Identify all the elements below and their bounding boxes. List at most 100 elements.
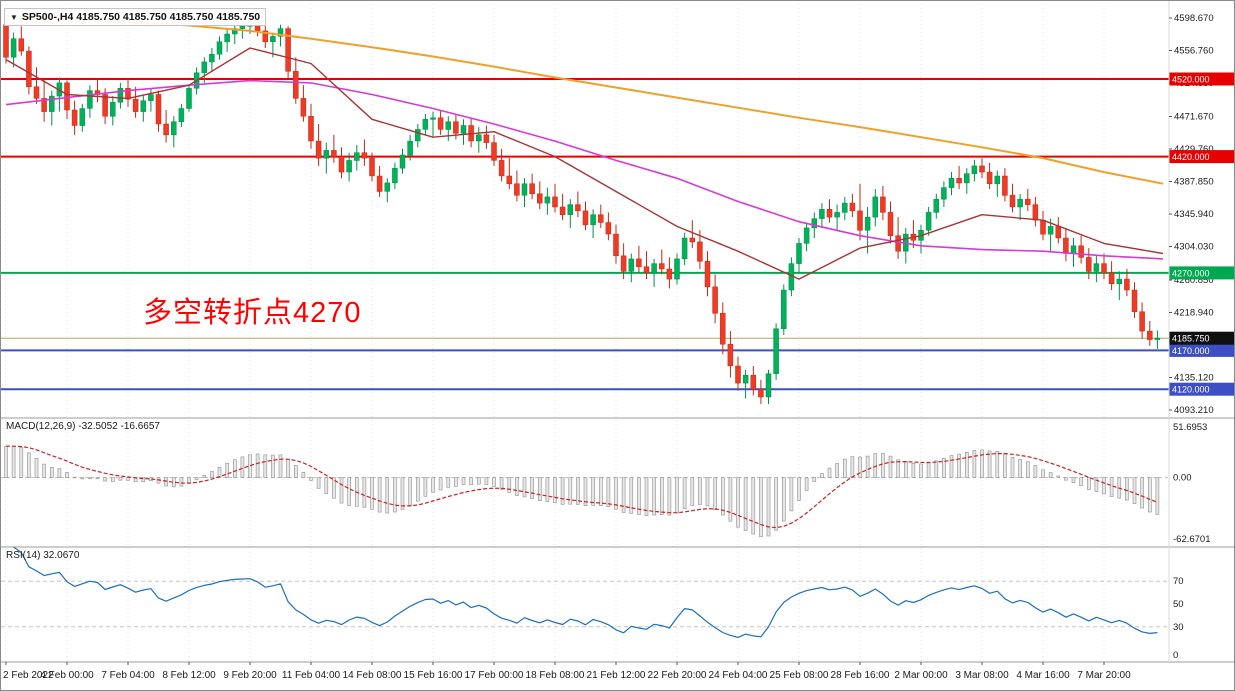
- price-badge: [1169, 382, 1234, 396]
- candle-body: [887, 212, 894, 236]
- price-axis-label: 4218.940: [1174, 307, 1214, 318]
- macd-histogram-bar: [903, 460, 908, 478]
- macd-histogram-bar: [49, 466, 54, 478]
- macd-histogram-bar: [111, 477, 115, 482]
- time-axis-label: 4 Feb 00:00: [40, 670, 94, 681]
- macd-histogram-bar: [934, 460, 939, 478]
- macd-histogram-bar: [1026, 461, 1030, 478]
- macd-histogram-bar: [476, 477, 481, 485]
- candle-body: [1139, 311, 1145, 332]
- candle-body: [331, 150, 337, 157]
- candle-body: [742, 375, 749, 384]
- candle-body: [1154, 337, 1161, 340]
- candle-body: [293, 71, 299, 99]
- time-axis-label: 25 Feb 08:00: [770, 670, 829, 681]
- candle-body: [643, 266, 650, 274]
- macd-histogram-bar: [522, 477, 527, 498]
- macd-histogram-bar: [19, 447, 24, 478]
- candle-body: [880, 196, 886, 213]
- macd-histogram-bar: [393, 477, 397, 513]
- price-badge: [1169, 266, 1234, 280]
- symbol-dropdown-icon[interactable]: ▼: [10, 12, 18, 22]
- macd-histogram-bar: [835, 463, 839, 478]
- candle-body: [346, 160, 352, 173]
- macd-histogram-bar: [339, 477, 344, 504]
- candle-body: [697, 241, 703, 262]
- macd-histogram-bar: [881, 453, 885, 478]
- time-axis-label: 24 Feb 04:00: [709, 670, 768, 681]
- macd-histogram-bar: [233, 459, 237, 478]
- candle-body: [605, 222, 612, 235]
- macd-indicator-label: MACD(12,26,9) -32.5052 -16.6657: [6, 421, 160, 432]
- time-axis-label: 7 Mar 20:00: [1077, 670, 1131, 681]
- candle-body: [315, 140, 322, 159]
- macd-histogram-bar: [80, 477, 85, 480]
- macd-histogram-bar: [469, 477, 473, 486]
- macd-histogram-bar: [675, 477, 679, 514]
- moving-averages: [5, 15, 1164, 280]
- macd-histogram-bar: [957, 453, 961, 478]
- macd-histogram-bar: [766, 477, 771, 537]
- macd-histogram-bar: [164, 477, 168, 487]
- macd-histogram-bar: [515, 477, 519, 496]
- macd-histogram-bar: [919, 463, 923, 478]
- macd-histogram-bar: [34, 457, 39, 478]
- candle-body: [659, 263, 665, 270]
- macd-histogram-bar: [507, 477, 512, 493]
- macd-histogram-bar: [812, 477, 817, 482]
- candle-body: [224, 33, 230, 43]
- macd-histogram-bar: [1064, 477, 1068, 481]
- candle-body: [1047, 226, 1054, 235]
- macd-histogram-bar: [911, 462, 916, 478]
- macd-histogram-bar: [27, 452, 31, 478]
- candle-body: [140, 100, 147, 112]
- macd-histogram-bar: [438, 477, 443, 491]
- time-axis-label: 21 Feb 12:00: [587, 670, 646, 681]
- time-axis-label: 2 Mar 00:00: [894, 670, 948, 681]
- candle-body: [71, 109, 78, 126]
- candle-body: [872, 196, 879, 218]
- macd-histogram-bar: [1094, 477, 1099, 492]
- candle-body: [201, 61, 208, 74]
- macd-histogram-bar: [949, 455, 954, 478]
- macd-axis-label: 51.6953: [1173, 422, 1207, 433]
- candle-body: [559, 206, 566, 216]
- price-badge: [1169, 72, 1234, 86]
- macd-histogram-bar: [964, 451, 969, 478]
- price-axis-label: 4387.850: [1174, 176, 1214, 187]
- candle-body: [49, 95, 55, 112]
- macd-histogram-bar: [309, 477, 313, 481]
- grid-lines: [5, 4, 1105, 662]
- candle-body: [338, 156, 345, 173]
- price-badge-label: 4420.000: [1172, 152, 1210, 162]
- candle-body: [460, 125, 467, 134]
- macd-histogram-bar: [591, 477, 595, 506]
- macd-histogram-bar: [400, 477, 405, 510]
- macd-histogram-bar: [72, 476, 77, 479]
- candle-body: [209, 53, 215, 63]
- candle-body: [727, 343, 734, 367]
- candle-body: [483, 134, 490, 143]
- macd-histogram-bar: [347, 477, 351, 506]
- macd-histogram-bar: [743, 477, 748, 531]
- rsi-indicator-label: RSI(14) 32.0670: [6, 550, 80, 561]
- macd-histogram-bar: [698, 477, 702, 505]
- candle-body: [186, 88, 192, 109]
- macd-histogram-bar: [827, 467, 832, 478]
- macd-histogram-bar: [484, 477, 489, 485]
- candle-body: [26, 50, 32, 88]
- macd-histogram-bar: [217, 466, 222, 478]
- candle-body: [895, 235, 901, 252]
- macd-histogram-bar: [667, 477, 672, 516]
- candle-body: [986, 171, 993, 184]
- price-badge-label: 4520.000: [1172, 75, 1210, 85]
- candle-body: [171, 121, 177, 136]
- candle-body: [498, 160, 505, 177]
- macd-histogram-bar: [621, 477, 626, 513]
- macd-histogram-bar: [728, 477, 733, 522]
- price-badges: 4520.000 4420.000 4270.000 4170.000 4120.000…: [1169, 72, 1234, 396]
- macd-histogram-bar: [759, 477, 763, 538]
- macd-histogram-bar: [1003, 453, 1007, 478]
